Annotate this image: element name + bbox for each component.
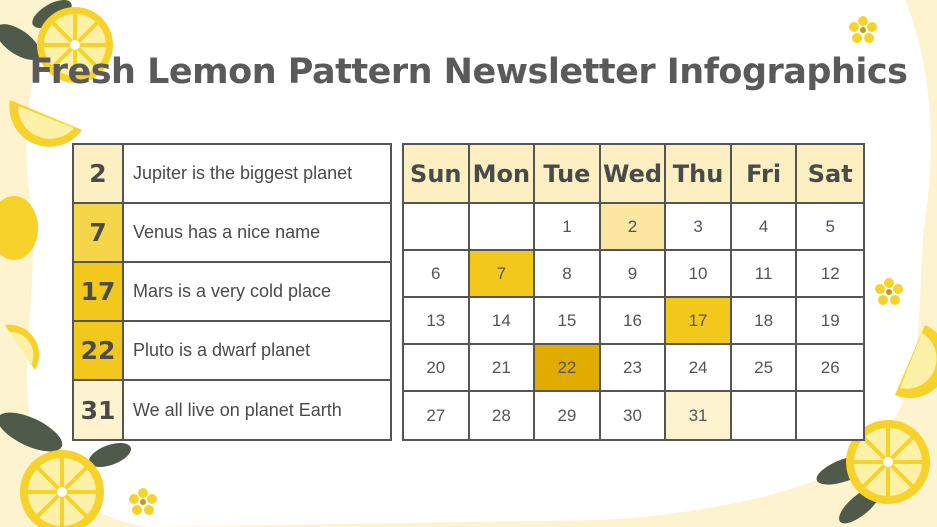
events-list: 2 Jupiter is the biggest planet 7 Venus has… bbox=[72, 143, 392, 441]
event-text: Pluto is a dwarf planet bbox=[133, 340, 311, 360]
event-text: Mars is a very cold place bbox=[133, 281, 332, 301]
leaf-icon bbox=[0, 412, 131, 468]
lemon-icon bbox=[0, 196, 38, 260]
calendar-day: 31 bbox=[666, 392, 732, 439]
lemon-slice-icon bbox=[9, 100, 82, 147]
lemon-slice-icon bbox=[20, 450, 104, 527]
calendar-day: 5 bbox=[797, 204, 863, 251]
event-row: 22 Pluto is a dwarf planet bbox=[74, 322, 390, 381]
event-row: 31 We all live on planet Earth bbox=[74, 381, 390, 439]
calendar-day: 22 bbox=[535, 345, 601, 392]
calendar-empty-cell bbox=[469, 204, 536, 251]
calendar-day: 24 bbox=[666, 345, 732, 392]
event-text: Venus has a nice name bbox=[133, 222, 321, 242]
calendar-day: 19 bbox=[797, 298, 863, 345]
weekday-header: Wed bbox=[600, 145, 667, 204]
calendar-day: 8 bbox=[535, 251, 601, 298]
calendar-day: 15 bbox=[535, 298, 601, 345]
calendar-day: 17 bbox=[666, 298, 732, 345]
calendar: Sun Mon Tue Wed Thu Fri Sat 1 2 3 4 5 6 7 8 9 10 11 12 13 14… bbox=[402, 143, 865, 441]
calendar-day: 29 bbox=[535, 392, 601, 439]
calendar-day: 25 bbox=[731, 345, 798, 392]
calendar-day: 21 bbox=[469, 345, 536, 392]
calendar-day: 11 bbox=[731, 251, 798, 298]
calendar-day: 26 bbox=[797, 345, 863, 392]
event-row: 7 Venus has a nice name bbox=[74, 204, 390, 263]
event-day: 31 bbox=[74, 381, 124, 439]
calendar-day: 9 bbox=[600, 251, 667, 298]
calendar-day: 28 bbox=[470, 392, 536, 439]
calendar-day: 16 bbox=[600, 298, 667, 345]
calendar-empty-cell bbox=[797, 392, 863, 439]
calendar-day: 23 bbox=[600, 345, 667, 392]
calendar-day: 3 bbox=[666, 204, 732, 251]
weekday-header: Thu bbox=[666, 145, 732, 204]
calendar-day: 18 bbox=[731, 298, 798, 345]
calendar-empty-cell bbox=[404, 204, 470, 251]
event-text: We all live on planet Earth bbox=[133, 399, 342, 420]
weekday-header: Tue bbox=[535, 145, 601, 204]
calendar-day: 12 bbox=[797, 251, 863, 298]
calendar-day: 13 bbox=[404, 298, 470, 345]
calendar-day: 30 bbox=[601, 392, 667, 439]
weekday-header: Mon bbox=[469, 145, 536, 204]
event-day: 7 bbox=[74, 204, 124, 261]
weekday-header: Fri bbox=[731, 145, 798, 204]
lemon-slice-icon bbox=[5, 324, 40, 370]
page-title: Fresh Lemon Pattern Newsletter Infograph… bbox=[29, 52, 908, 92]
event-row: 17 Mars is a very cold place bbox=[74, 263, 390, 322]
event-day: 22 bbox=[74, 322, 124, 379]
calendar-day: 20 bbox=[404, 345, 470, 392]
calendar-day: 1 bbox=[535, 204, 601, 251]
calendar-day: 27 bbox=[404, 392, 470, 439]
event-text: Jupiter is the biggest planet bbox=[133, 163, 353, 183]
weekday-header: Sun bbox=[404, 145, 470, 204]
event-day: 17 bbox=[74, 263, 124, 320]
calendar-day: 2 bbox=[600, 204, 667, 251]
leaf-icon bbox=[0, 0, 72, 60]
calendar-day: 4 bbox=[731, 204, 798, 251]
calendar-empty-cell bbox=[732, 392, 798, 439]
calendar-day: 10 bbox=[666, 251, 732, 298]
calendar-day: 6 bbox=[404, 251, 470, 298]
lemon-slice-icon bbox=[846, 420, 930, 504]
calendar-day: 7 bbox=[469, 251, 536, 298]
event-day: 2 bbox=[74, 145, 124, 202]
lemon-slice-icon bbox=[37, 7, 113, 83]
calendar-day: 14 bbox=[469, 298, 536, 345]
flower-icon bbox=[129, 16, 903, 515]
event-row: 2 Jupiter is the biggest planet bbox=[74, 145, 390, 204]
lemon-slice-icon bbox=[895, 325, 937, 399]
weekday-header: Sat bbox=[797, 145, 863, 204]
